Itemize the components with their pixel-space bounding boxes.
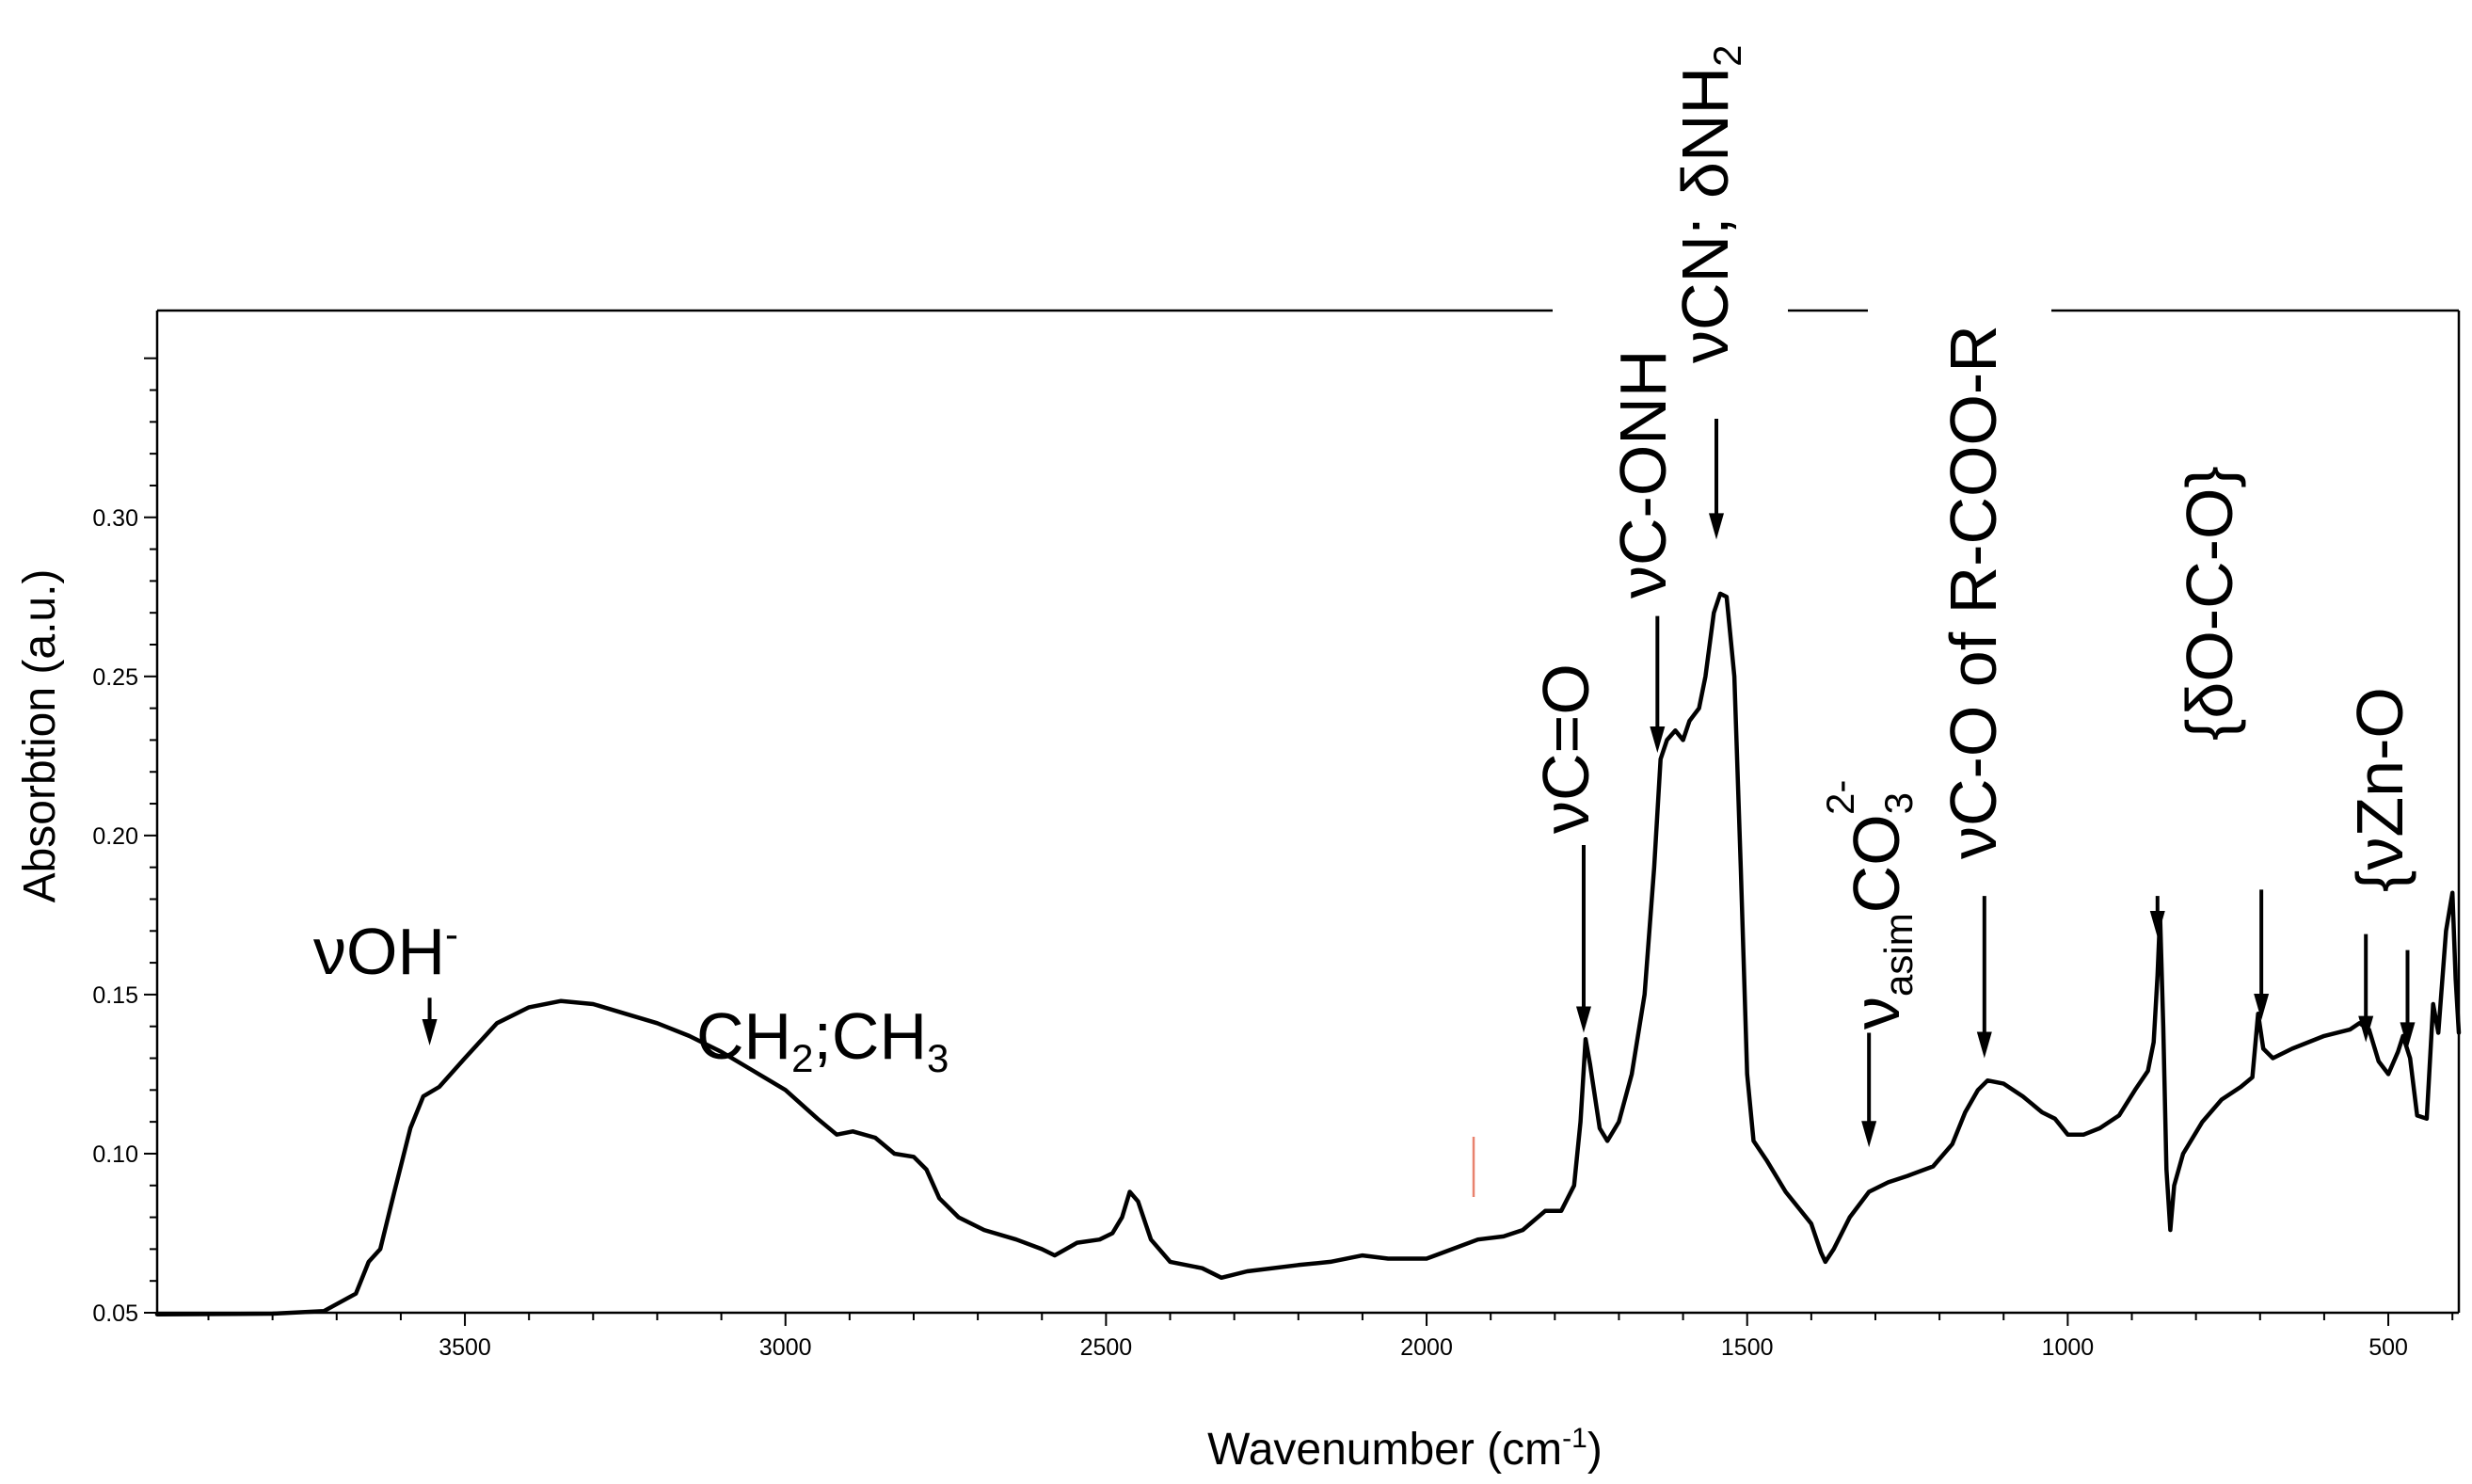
x-axis-label: Wavenumber (cm-1) [1207, 1423, 1603, 1475]
x-tick-label: 500 [2368, 1334, 2408, 1361]
annotation-c-o-stretch: νC=O [1529, 663, 1603, 834]
x-tick-label: 3500 [439, 1334, 491, 1361]
annotation-zn-o: {νZn-O [2343, 687, 2416, 892]
arrow-head [2254, 993, 2270, 1020]
annotation-arrows [422, 418, 2416, 1148]
x-tick-label: 2500 [1080, 1334, 1133, 1361]
arrow-head [2149, 911, 2165, 938]
arrow-head [2400, 1022, 2416, 1049]
x-tick-label: 1500 [1721, 1334, 1774, 1361]
annotation-cn-nh2: νCN; δNH2 [1668, 45, 1749, 363]
arrow-head [1650, 726, 1666, 753]
arrow-head [422, 1019, 438, 1045]
annotation-carbonate: νasimCO32- [1818, 780, 1921, 1029]
x-tick-label: 1000 [2042, 1334, 2095, 1361]
x-tick-label: 2000 [1400, 1334, 1453, 1361]
x-tick-label: 3000 [759, 1334, 812, 1361]
arrow-head [1861, 1121, 1877, 1148]
annotation-oh: νOH- [313, 912, 458, 988]
y-tick-label: 0.30 [92, 505, 138, 532]
spectrum-line [154, 591, 2462, 1316]
x-axis-ticks: 3500 3000 2500 2000 1500 1000 500 [207, 1313, 2454, 1361]
y-tick-label: 0.25 [92, 664, 138, 691]
arrow-head [1976, 1031, 1992, 1059]
annotation-o-c-o: {δO-C-O} [2173, 466, 2246, 741]
y-tick-label: 0.15 [92, 982, 138, 1009]
annotation-ch2-ch3: CH2;CH3 [696, 999, 949, 1080]
y-axis-ticks: 0.05 0.10 0.15 0.20 0.25 0.30 [92, 357, 157, 1327]
y-tick-label: 0.20 [92, 823, 138, 850]
y-axis-label: Absorbtion (a.u.) [15, 569, 65, 903]
arrow-head [1575, 1006, 1591, 1033]
arrow-head [1709, 513, 1725, 540]
plot-frame [155, 309, 2461, 1315]
annotation-r-coo-r: νC-O of R-COO-R [1937, 325, 2010, 859]
y-tick-label: 0.05 [92, 1300, 138, 1327]
annotation-c-onh: νC-ONH [1606, 350, 1680, 598]
y-tick-label: 0.10 [92, 1141, 138, 1168]
arrow-head [2358, 1015, 2374, 1043]
